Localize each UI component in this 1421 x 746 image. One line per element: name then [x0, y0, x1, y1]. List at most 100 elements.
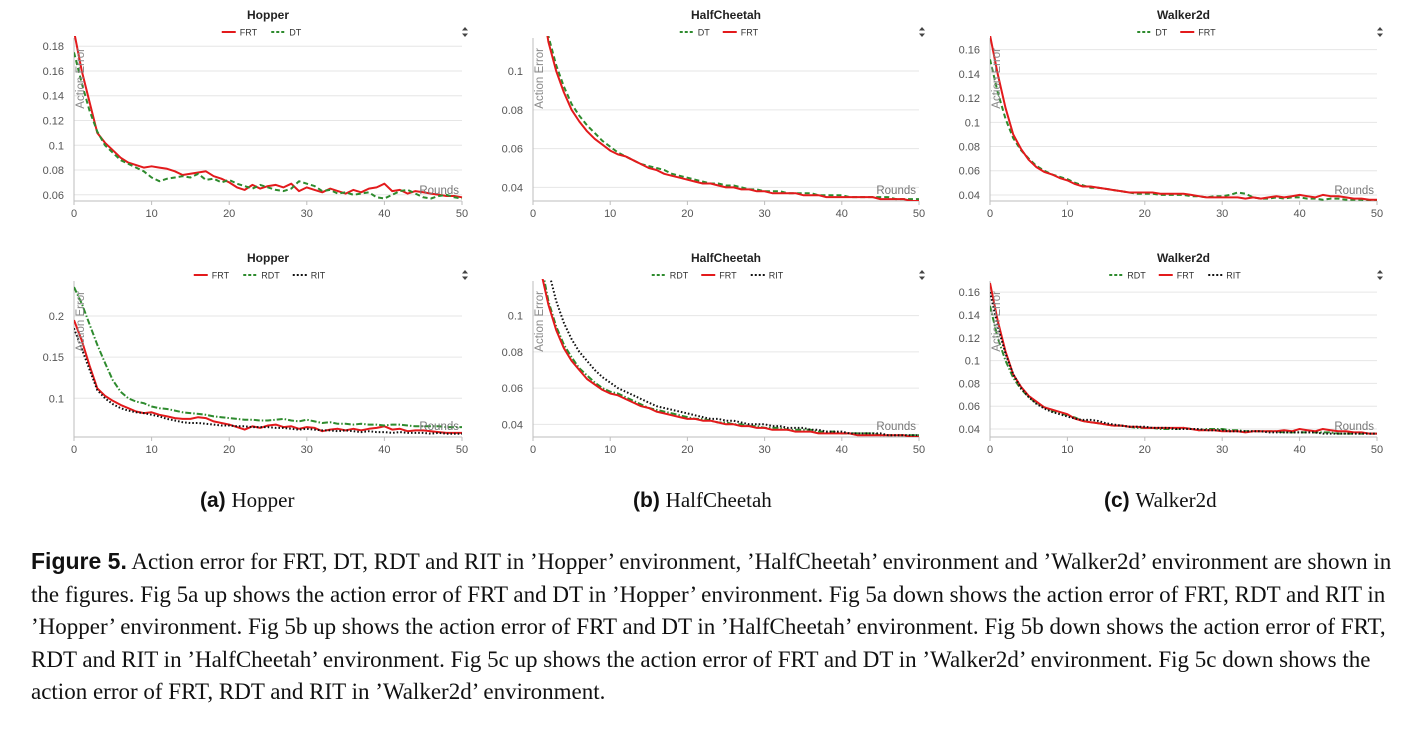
x-tick-label: 0 — [71, 444, 77, 456]
y-axis-label: Action Error — [534, 48, 546, 109]
y-tick-label: 0.08 — [959, 378, 980, 390]
legend-label-frt: FRT — [212, 271, 230, 281]
x-tick-label: 0 — [71, 208, 77, 220]
y-tick-label: 0.06 — [502, 144, 523, 156]
y-tick-label: 0.04 — [502, 182, 523, 194]
chart-panel-4: Hopper FRT RDT RIT 0.2 0.15 0.1 0 10 20 30 40 50 Acti… — [43, 251, 469, 456]
y-axis-label: Action Error — [991, 291, 1003, 352]
series-line-rdt — [74, 286, 462, 429]
legend-label-dt: DT — [289, 28, 301, 38]
chart-title: Walker2d — [1157, 8, 1210, 22]
y-tick-label: 0.04 — [502, 419, 523, 431]
series-line-dt — [74, 52, 463, 200]
x-axis-label: Rounds — [1334, 421, 1374, 433]
legend-label-rdt: RDT — [1127, 271, 1146, 281]
x-axis-label: Rounds — [876, 185, 916, 197]
y-tick-label: 0.06 — [959, 166, 980, 178]
chart-title: Walker2d — [1157, 251, 1210, 265]
legend-scroll-icon — [1377, 27, 1383, 37]
y-tick-label: 0.1 — [965, 356, 980, 368]
y-tick-label: 0.08 — [959, 142, 980, 154]
y-axis-label: Action Error — [75, 48, 87, 109]
y-tick-label: 0.06 — [959, 401, 980, 413]
y-tick-label: 0.2 — [49, 311, 64, 323]
y-tick-label: 0.04 — [959, 190, 980, 202]
series-line-frt — [541, 279, 919, 437]
x-tick-label: 0 — [987, 208, 993, 220]
legend-label-dt: DT — [1155, 28, 1167, 38]
x-tick-label: 40 — [378, 208, 390, 220]
x-tick-label: 40 — [1293, 444, 1305, 456]
x-tick-label: 20 — [223, 444, 235, 456]
legend-scroll-icon — [1377, 270, 1383, 280]
y-tick-label: 0.12 — [959, 93, 980, 105]
x-tick-label: 30 — [758, 208, 770, 220]
chart-title: Hopper — [247, 251, 289, 265]
x-tick-label: 40 — [378, 444, 390, 456]
x-tick-label: 10 — [604, 444, 616, 456]
series-line-dt — [547, 36, 919, 201]
x-tick-label: 0 — [530, 208, 536, 220]
y-tick-label: 0.06 — [43, 190, 64, 202]
x-tick-label: 20 — [1139, 444, 1151, 456]
y-tick-label: 0.1 — [508, 311, 523, 323]
y-tick-label: 0.04 — [959, 424, 980, 436]
chart-panel-3: Walker2d DT FRT 0.16 0.14 0.12 0.1 0.08 0.06 0.04… — [959, 8, 1384, 220]
chart-title: HalfCheetah — [691, 8, 761, 22]
x-tick-label: 40 — [836, 208, 848, 220]
y-tick-label: 0.12 — [43, 116, 64, 128]
series-line-frt — [990, 282, 1377, 435]
x-tick-label: 30 — [758, 444, 770, 456]
y-axis-label: Action Error — [75, 291, 87, 352]
legend-label-rit: RIT — [311, 271, 326, 281]
y-axis-label: Action Error — [991, 48, 1003, 109]
legend-label-frt: FRT — [1177, 271, 1195, 281]
subcaption-a-letter: (a) — [200, 489, 226, 512]
legend-label-rit: RIT — [1226, 271, 1241, 281]
chart-title: HalfCheetah — [691, 251, 761, 265]
series-line-rit — [990, 291, 1377, 435]
x-tick-label: 30 — [301, 444, 313, 456]
y-tick-label: 0.18 — [43, 41, 64, 53]
legend-label-rdt: RDT — [670, 271, 689, 281]
legend-scroll-icon — [919, 270, 925, 280]
y-tick-label: 0.1 — [49, 393, 64, 405]
y-tick-label: 0.14 — [959, 310, 980, 322]
y-tick-label: 0.15 — [43, 352, 64, 364]
series-line-frt — [74, 36, 463, 199]
x-tick-label: 30 — [301, 208, 313, 220]
series-line-rdt — [990, 305, 1377, 435]
legend-scroll-icon — [919, 27, 925, 37]
y-tick-label: 0.16 — [959, 287, 980, 299]
chart-panel-2: HalfCheetah DT FRT 0.1 0.08 0.06 0.04 0 10 20 30 40… — [502, 8, 926, 220]
legend-label-frt: FRT — [719, 271, 737, 281]
x-tick-label: 30 — [1216, 208, 1228, 220]
x-tick-label: 20 — [223, 208, 235, 220]
x-tick-label: 50 — [913, 444, 925, 456]
subcaption-a: (a) Hopper — [200, 488, 295, 513]
x-tick-label: 20 — [681, 208, 693, 220]
x-tick-label: 50 — [913, 208, 925, 220]
x-tick-label: 40 — [836, 444, 848, 456]
legend-label-rdt: RDT — [261, 271, 280, 281]
legend-label-frt: FRT — [741, 28, 759, 38]
legend-label-dt: DT — [698, 28, 710, 38]
x-tick-label: 10 — [145, 208, 157, 220]
legend-label-frt: FRT — [240, 28, 258, 38]
x-tick-label: 0 — [987, 444, 993, 456]
x-tick-label: 10 — [1061, 208, 1073, 220]
y-tick-label: 0.1 — [965, 117, 980, 129]
x-tick-label: 50 — [456, 208, 468, 220]
x-tick-label: 30 — [1216, 444, 1228, 456]
x-tick-label: 0 — [530, 444, 536, 456]
x-tick-label: 40 — [1293, 208, 1305, 220]
figure-label: Figure 5. — [31, 548, 127, 574]
x-tick-label: 20 — [681, 444, 693, 456]
y-tick-label: 0.12 — [959, 333, 980, 345]
chart-title: Hopper — [247, 8, 289, 22]
subcaption-c: (c) Walker2d — [1104, 488, 1217, 513]
y-tick-label: 0.08 — [502, 347, 523, 359]
series-line-rit — [549, 279, 919, 437]
y-tick-label: 0.06 — [502, 383, 523, 395]
y-tick-label: 0.08 — [502, 105, 523, 117]
